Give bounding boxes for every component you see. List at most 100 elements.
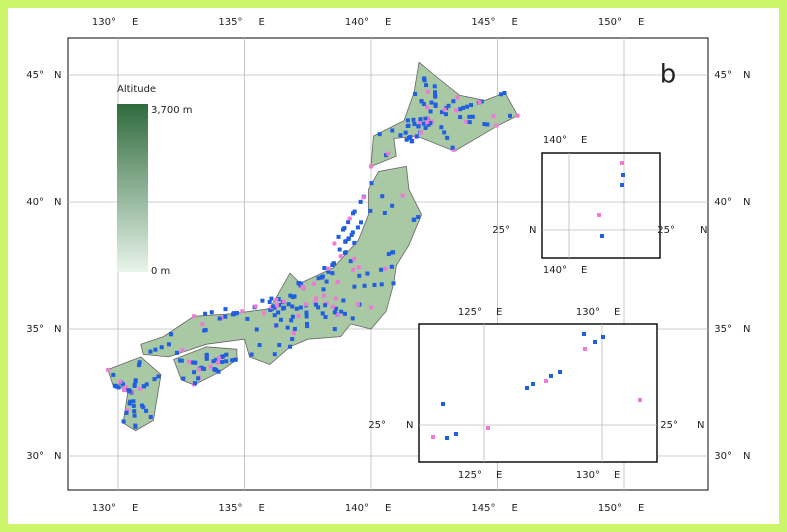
site-marker (336, 280, 340, 284)
lon-tick-label: 145° (471, 17, 495, 28)
lon-tick-label: 125° (458, 307, 482, 318)
hemisphere-label: E (132, 17, 138, 28)
site-marker (378, 132, 382, 136)
site-marker (411, 118, 415, 122)
site-marker (423, 117, 427, 121)
site-marker (153, 377, 157, 381)
hemisphere-label: E (132, 503, 138, 514)
site-marker (369, 164, 373, 168)
hemisphere-label: E (581, 135, 587, 146)
site-marker (133, 414, 137, 418)
site-marker (365, 272, 369, 276)
site-marker (352, 285, 356, 289)
site-marker (301, 285, 305, 289)
hemisphere-label: N (406, 420, 413, 431)
page: {"map": { "panel_label": "b", "legend": … (0, 0, 787, 532)
site-marker (433, 95, 437, 99)
site-marker (451, 146, 455, 150)
site-marker (363, 284, 367, 288)
site-marker (312, 282, 316, 286)
site-marker (317, 276, 321, 280)
site-marker (338, 248, 342, 252)
lat-tick-label: 35° (714, 324, 732, 335)
site-marker (286, 326, 290, 330)
site-marker (275, 303, 279, 307)
site-marker (337, 235, 341, 239)
site-marker (422, 76, 426, 80)
site-marker (181, 377, 185, 381)
site-marker (331, 305, 335, 309)
site-marker (274, 323, 278, 327)
site-marker (503, 91, 507, 95)
lat-tick-label: 35° (26, 324, 44, 335)
site-marker (445, 136, 449, 140)
site-marker (350, 233, 354, 237)
site-marker (369, 305, 373, 309)
site-marker (352, 241, 356, 245)
lon-tick-label: 135° (218, 17, 242, 28)
hemisphere-label: N (743, 70, 750, 81)
hemisphere-label: E (385, 503, 391, 514)
hemisphere-label: N (54, 197, 61, 208)
site-marker (516, 114, 520, 118)
site-marker (441, 402, 445, 406)
site-marker (454, 108, 458, 112)
lat-tick-label: 25° (660, 420, 678, 431)
site-marker (383, 211, 387, 215)
site-marker (341, 298, 345, 302)
site-marker (289, 318, 293, 322)
site-marker (351, 316, 355, 320)
site-marker (477, 100, 481, 104)
site-marker (485, 122, 489, 126)
site-marker (140, 404, 144, 408)
site-marker (390, 204, 394, 208)
hemisphere-label: N (54, 324, 61, 335)
site-marker (126, 388, 130, 392)
site-marker (455, 95, 459, 99)
hemisphere-label: N (54, 451, 61, 462)
site-marker (133, 425, 137, 429)
legend-min: 0 m (151, 266, 170, 277)
site-marker (443, 108, 447, 112)
site-marker (332, 261, 336, 265)
site-marker (193, 381, 197, 385)
site-marker (425, 120, 429, 124)
site-marker (210, 310, 214, 314)
site-marker (442, 130, 446, 134)
site-marker (325, 280, 329, 284)
site-marker (295, 307, 299, 311)
site-marker (346, 237, 350, 241)
site-marker (349, 259, 353, 263)
site-marker (621, 173, 625, 177)
site-marker (368, 209, 372, 213)
lat-tick-label: 45° (714, 70, 732, 81)
lon-tick-label: 130° (576, 470, 600, 481)
site-marker (220, 360, 224, 364)
site-marker (305, 324, 309, 328)
site-marker (558, 370, 562, 374)
site-marker (486, 426, 490, 430)
site-marker (444, 112, 448, 116)
site-marker (341, 228, 345, 232)
site-marker (321, 311, 325, 315)
site-marker (322, 287, 326, 291)
site-marker (245, 317, 249, 321)
site-marker (211, 359, 215, 363)
site-marker (408, 135, 412, 139)
lon-tick-label: 125° (458, 470, 482, 481)
site-marker (332, 242, 336, 246)
site-marker (223, 315, 227, 319)
site-marker (372, 283, 376, 287)
site-marker (390, 265, 394, 269)
site-marker (379, 268, 383, 272)
lon-tick-label: 150° (598, 503, 622, 514)
hemisphere-label: E (614, 307, 620, 318)
site-marker (583, 347, 587, 351)
site-marker (287, 302, 291, 306)
site-marker (224, 359, 228, 363)
hemisphere-label: E (638, 503, 644, 514)
site-marker (416, 215, 420, 219)
site-marker (597, 213, 601, 217)
site-marker (273, 313, 277, 317)
hemisphere-label: E (581, 265, 587, 276)
